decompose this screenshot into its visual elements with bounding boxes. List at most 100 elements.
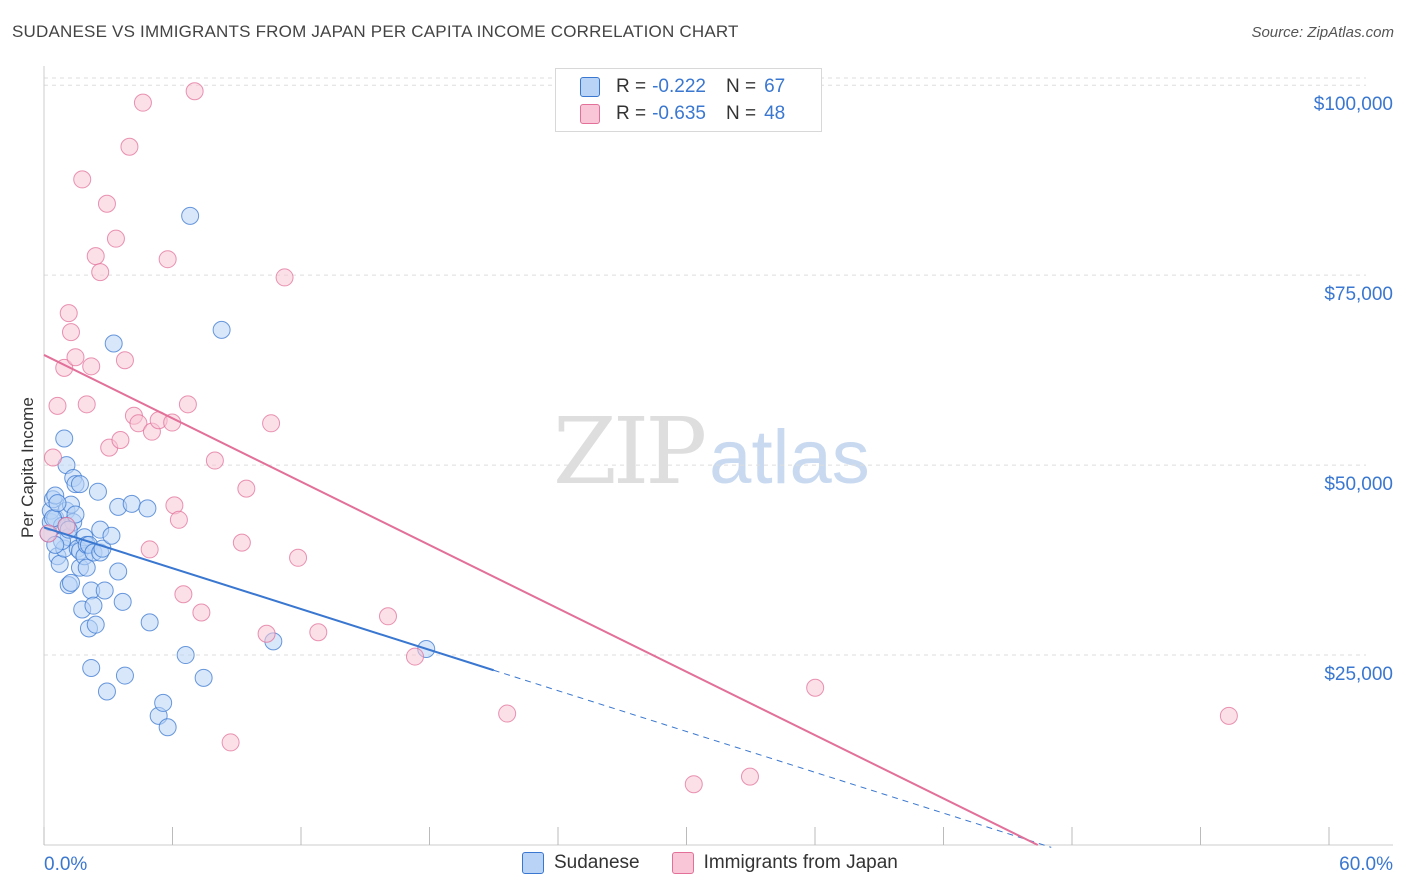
sudanese-point — [140, 613, 159, 632]
y-tick-label: $75,000 — [1324, 284, 1393, 305]
legend-swatch-sudanese — [522, 852, 544, 874]
japan-point — [120, 137, 139, 156]
japan-point — [684, 775, 703, 794]
japan-point — [61, 323, 80, 342]
x-tick-label-max: 60.0% — [1339, 854, 1393, 875]
stats-legend: R = -0.222 N = 67 R = -0.635 N = 48 — [555, 68, 822, 132]
y-tick-label: $25,000 — [1324, 664, 1393, 685]
japan-point — [275, 268, 294, 287]
sudanese-point — [102, 526, 121, 545]
y-tick-label: $50,000 — [1324, 474, 1393, 495]
japan-point — [1219, 706, 1238, 725]
legend-item-sudanese[interactable]: Sudanese — [522, 852, 640, 874]
legend-r-value: -0.222 — [652, 76, 706, 97]
japan-point — [405, 647, 424, 666]
japan-point — [86, 247, 105, 266]
series-legend: Sudanese Immigrants from Japan — [522, 852, 930, 874]
japan-point — [237, 479, 256, 498]
sudanese-point — [122, 494, 141, 513]
japan-point — [77, 395, 96, 414]
x-tick-label-min: 0.0% — [44, 854, 87, 875]
sudanese-point — [48, 494, 67, 513]
japan-point — [309, 623, 328, 642]
source-credit: Source: ZipAtlas.com — [1251, 24, 1394, 41]
sudanese-point — [82, 658, 101, 677]
japan-point — [169, 510, 188, 529]
japan-point — [106, 229, 125, 248]
sudanese-point — [86, 615, 105, 634]
legend-swatch-japan — [671, 852, 694, 874]
sudanese-point — [84, 596, 103, 615]
japan-point — [43, 448, 62, 467]
legend-row-japan: R = -0.635 N = 48 — [580, 102, 785, 126]
sudanese-point — [88, 482, 107, 501]
japan-point — [97, 194, 116, 213]
legend-swatch-blue — [580, 77, 600, 97]
legend-n-label: N = — [725, 76, 757, 97]
japan-point — [740, 767, 759, 786]
sudanese-points — [39, 206, 436, 737]
legend-n-value: 48 — [764, 103, 786, 124]
japan-point — [806, 678, 825, 697]
legend-swatch-pink — [580, 104, 600, 124]
japan-point — [115, 351, 134, 370]
sudanese-point — [158, 718, 177, 737]
sudanese-point — [95, 581, 114, 600]
sudanese-point — [70, 475, 89, 494]
japan-point — [174, 585, 193, 604]
japan-point — [178, 395, 197, 414]
legend-r-value: -0.635 — [652, 103, 706, 124]
japan-point — [91, 263, 110, 282]
japan-point — [66, 348, 85, 367]
japan-point — [129, 414, 148, 433]
sudanese-point — [176, 646, 195, 665]
sudanese-point — [181, 206, 200, 225]
japan-point — [378, 607, 397, 626]
japan-point — [82, 357, 101, 376]
trend-lines — [43, 354, 1052, 848]
japan-point — [140, 540, 159, 559]
sudanese-point — [154, 693, 173, 712]
japan-point — [48, 396, 67, 415]
japan-point — [158, 250, 177, 269]
sudanese-point — [97, 682, 116, 701]
japan-point — [39, 524, 58, 543]
watermark-atlas: atlas — [709, 415, 870, 500]
japan-point — [257, 624, 276, 643]
y-tick-labels: $25,000 $50,000 $75,000 $100,000 — [1314, 94, 1393, 685]
legend-n-value: 67 — [764, 76, 786, 97]
sudanese-point — [212, 320, 231, 339]
chart-title: SUDANESE VS IMMIGRANTS FROM JAPAN PER CA… — [12, 22, 739, 41]
japan-point — [111, 431, 130, 450]
japan-point — [133, 93, 152, 112]
watermark-zip: ZIP — [553, 398, 707, 505]
japan-point — [232, 533, 251, 552]
legend-row-sudanese: R = -0.222 N = 67 — [580, 75, 785, 99]
legend-r-label: R = — [616, 76, 647, 97]
axes — [43, 66, 1393, 846]
japan-point — [498, 704, 517, 723]
legend-label-japan: Immigrants from Japan — [703, 852, 898, 873]
japan-point — [59, 304, 78, 323]
japan-points — [39, 82, 1238, 794]
sudanese-point — [113, 592, 132, 611]
japan-point — [262, 414, 281, 433]
watermark: ZIPatlas — [553, 398, 870, 505]
legend-label-sudanese: Sudanese — [554, 852, 640, 873]
japan-point — [163, 413, 182, 432]
japan-point — [205, 451, 224, 470]
japan-trend-line — [43, 354, 1039, 846]
sudanese-point — [77, 558, 96, 577]
japan-point — [221, 733, 240, 752]
sudanese-point — [109, 562, 128, 581]
legend-item-japan[interactable]: Immigrants from Japan — [671, 852, 898, 874]
japan-point — [192, 603, 211, 622]
gridlines — [44, 77, 1366, 656]
sudanese-point — [138, 499, 157, 518]
sudanese-trend-extension — [493, 669, 1052, 848]
y-tick-label: $100,000 — [1314, 94, 1393, 115]
legend-n-label: N = — [725, 103, 757, 124]
sudanese-point — [50, 554, 69, 573]
sudanese-point — [55, 429, 74, 448]
